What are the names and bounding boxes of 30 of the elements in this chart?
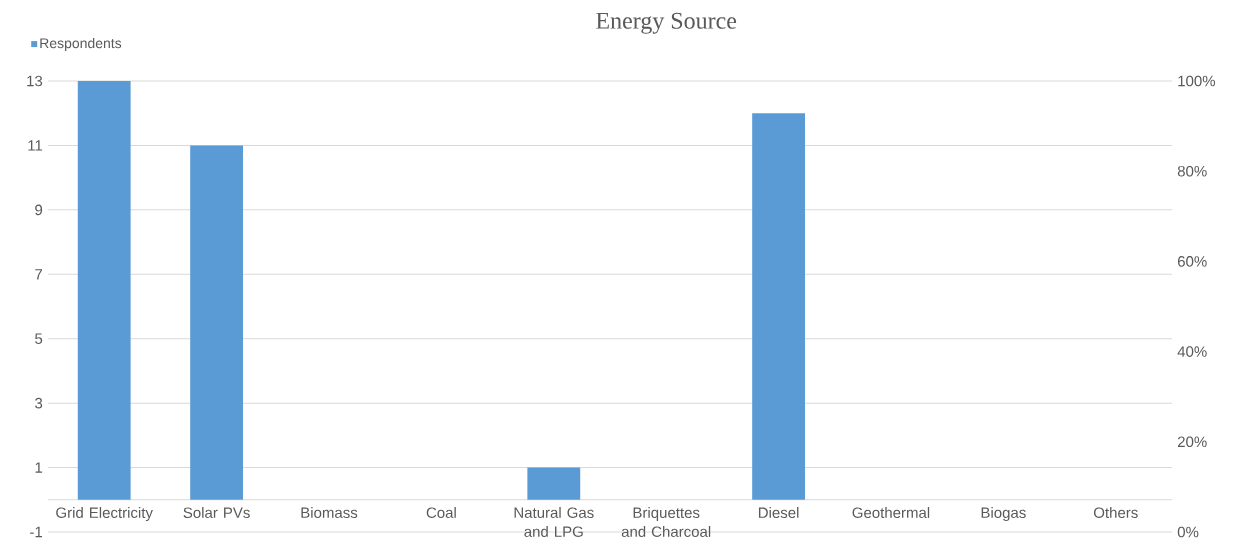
y-tick-label: 1 (35, 462, 43, 473)
x-tick-label: Biogas (981, 506, 1026, 521)
bar (190, 145, 244, 500)
y-tick-label: 13 (27, 75, 43, 87)
x-tick-label: Biomass (301, 506, 358, 518)
x-tick-label: Briquettes and Charcoal (621, 506, 711, 537)
y2-tick-label: 100% (1178, 75, 1216, 87)
chart-title: Energy Source (596, 12, 737, 34)
y2-tick-label: 20% (1177, 436, 1207, 448)
y-tick-label: -1 (30, 526, 43, 538)
bar (752, 113, 805, 500)
y2-tick-label: 0% (1177, 526, 1199, 538)
y2-tick-label: 60% (1177, 256, 1207, 267)
y-tick-label: 11 (28, 140, 43, 151)
bar (527, 467, 581, 500)
y-tick-label: 5 (35, 333, 43, 344)
y-tick-label: 3 (35, 397, 43, 409)
y2-tick-label: 40% (1177, 346, 1207, 357)
x-tick-label: Others (1093, 506, 1138, 518)
x-tick-label: Diesel (758, 506, 799, 518)
x-tick-label: Grid Electricity (56, 506, 153, 521)
y-tick-label: 7 (35, 269, 43, 280)
x-tick-label: Coal (426, 506, 456, 518)
x-tick-label: Solar PVs (183, 506, 250, 518)
legend-label: Respondents (40, 37, 122, 51)
bar (77, 81, 131, 500)
x-tick-label: Geothermal (852, 506, 930, 518)
x-tick-label: Natural Gas and LPG (514, 506, 594, 537)
y-tick-label: 9 (35, 204, 43, 216)
y2-tick-label: 80% (1177, 165, 1207, 177)
